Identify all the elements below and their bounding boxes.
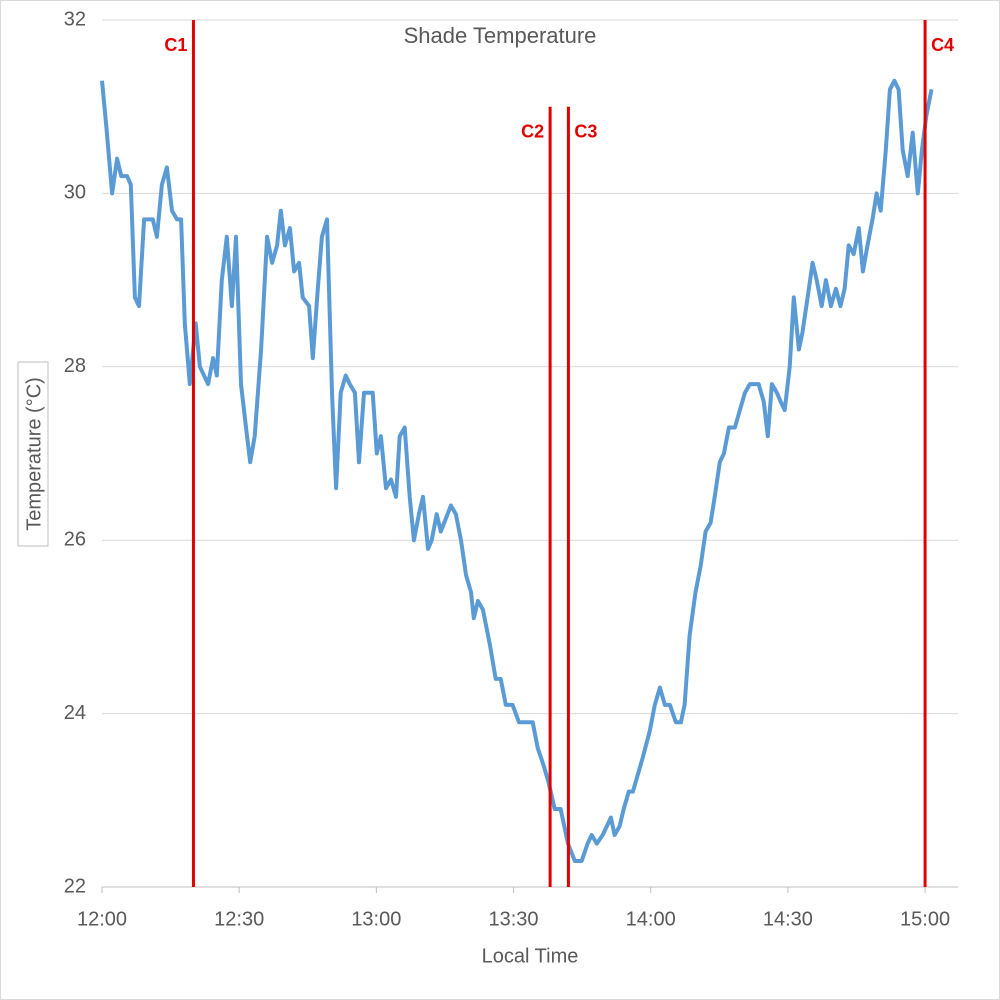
- y-tick-label: 30: [64, 182, 86, 204]
- y-tick-label: 28: [64, 355, 86, 377]
- y-tick-label: 22: [64, 875, 86, 897]
- marker-label: C1: [164, 35, 187, 55]
- y-tick-label: 24: [64, 702, 86, 724]
- marker-label: C2: [521, 121, 544, 141]
- temperature-line: [100, 78, 934, 863]
- y-tick-label: 32: [64, 8, 86, 30]
- chart-title: Shade Temperature: [404, 23, 597, 48]
- x-tick-label: 13:00: [351, 908, 401, 930]
- y-title-box: [17, 361, 49, 547]
- x-tick-label: 14:00: [626, 908, 676, 930]
- x-tick-label: 12:30: [214, 908, 264, 930]
- x-axis-title: Local Time: [482, 945, 579, 967]
- marker-label: C3: [574, 121, 597, 141]
- x-tick-label: 13:30: [489, 908, 539, 930]
- x-tick-label: 15:00: [900, 908, 950, 930]
- y-axis-title: Temperature (°C): [23, 377, 45, 531]
- y-tick-label: 26: [64, 528, 86, 550]
- x-tick-label: 14:30: [763, 908, 813, 930]
- x-tick-label: 12:00: [77, 908, 127, 930]
- marker-label: C4: [931, 35, 954, 55]
